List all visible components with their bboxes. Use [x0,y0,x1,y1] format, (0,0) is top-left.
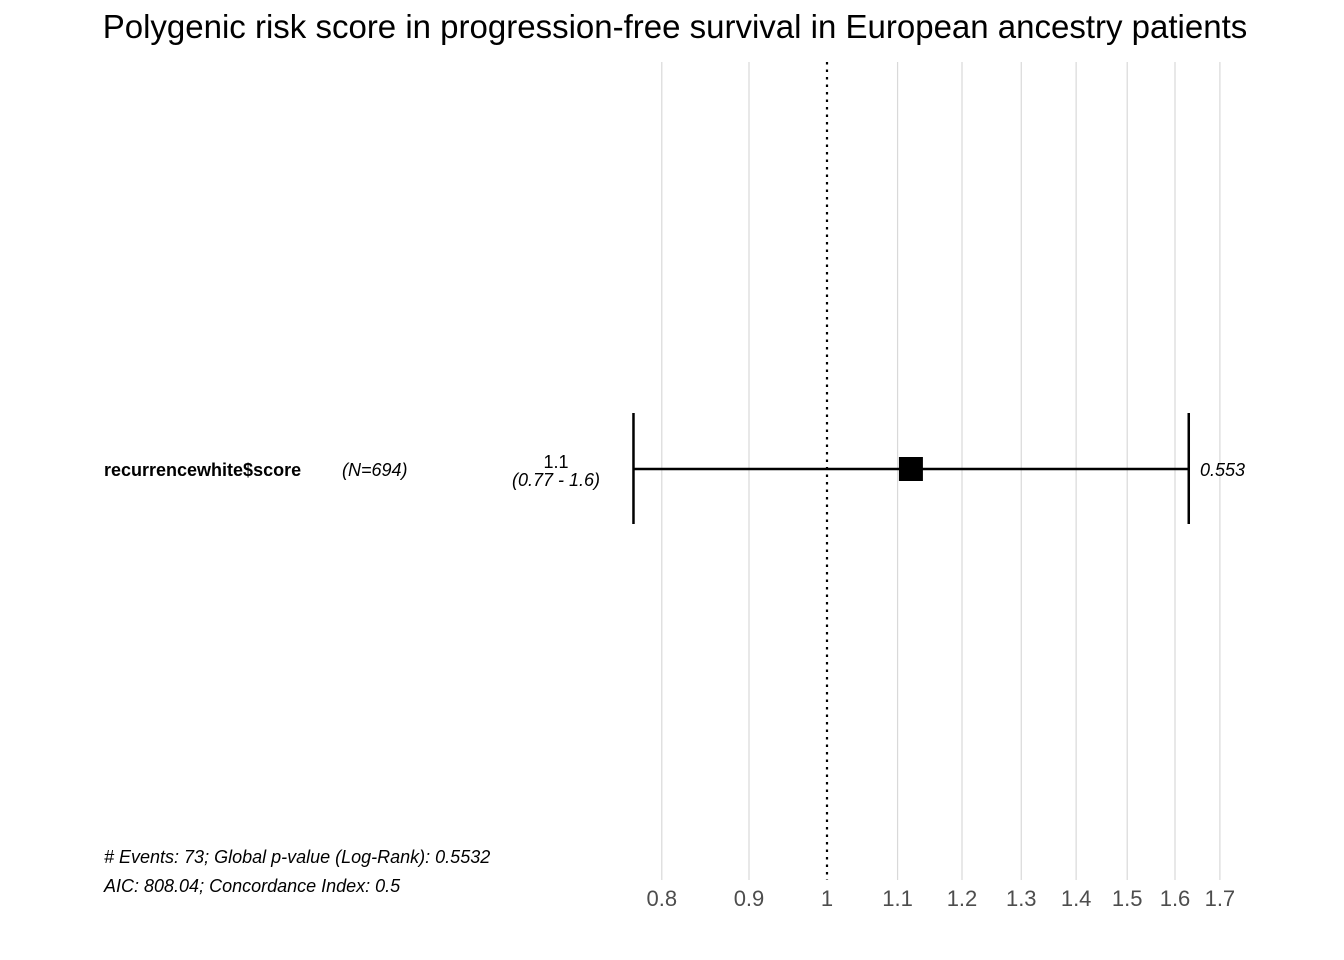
events-pvalue-text: # Events: 73; Global p-value (Log-Rank):… [104,847,490,867]
x-tick-label: 0.8 [646,886,677,911]
grid-lines [661,62,1221,880]
p-value-label: 0.553 [1200,460,1245,480]
x-tick-label: 1.5 [1112,886,1143,911]
x-tick-label: 1.3 [1006,886,1037,911]
hazard-ratio-point [898,457,923,481]
x-tick-label: 1.6 [1160,886,1191,911]
aic-concordance-text: AIC: 808.04; Concordance Index: 0.5 [103,876,401,896]
forest-row: recurrencewhite$score (N=694) 1.1(0.77 - 1… [104,413,1245,524]
hazard-ratio-label: 1.1 [543,452,568,472]
n-label: (N=694) [342,460,408,480]
x-tick-label: 1 [821,886,833,911]
forest-rows: recurrencewhite$score (N=694) 1.1(0.77 - 1… [104,413,1245,524]
confidence-interval-label: (0.77 - 1.6) [512,470,600,490]
x-tick-label: 1.1 [882,886,913,911]
x-tick-labels: 0.8 0.9 1 1.1 1.2 1.3 1.4 1.5 1.6 1.7 [646,886,1235,911]
chart-title: Polygenic risk score in progression-free… [102,8,1248,45]
x-tick-label: 1.4 [1061,886,1092,911]
model-summary: # Events: 73; Global p-value (Log-Rank):… [103,847,490,896]
x-tick-label: 0.9 [734,886,765,911]
x-tick-label: 1.2 [947,886,978,911]
x-tick-label: 1.7 [1205,886,1236,911]
variable-label: recurrencewhite$score [104,460,301,480]
